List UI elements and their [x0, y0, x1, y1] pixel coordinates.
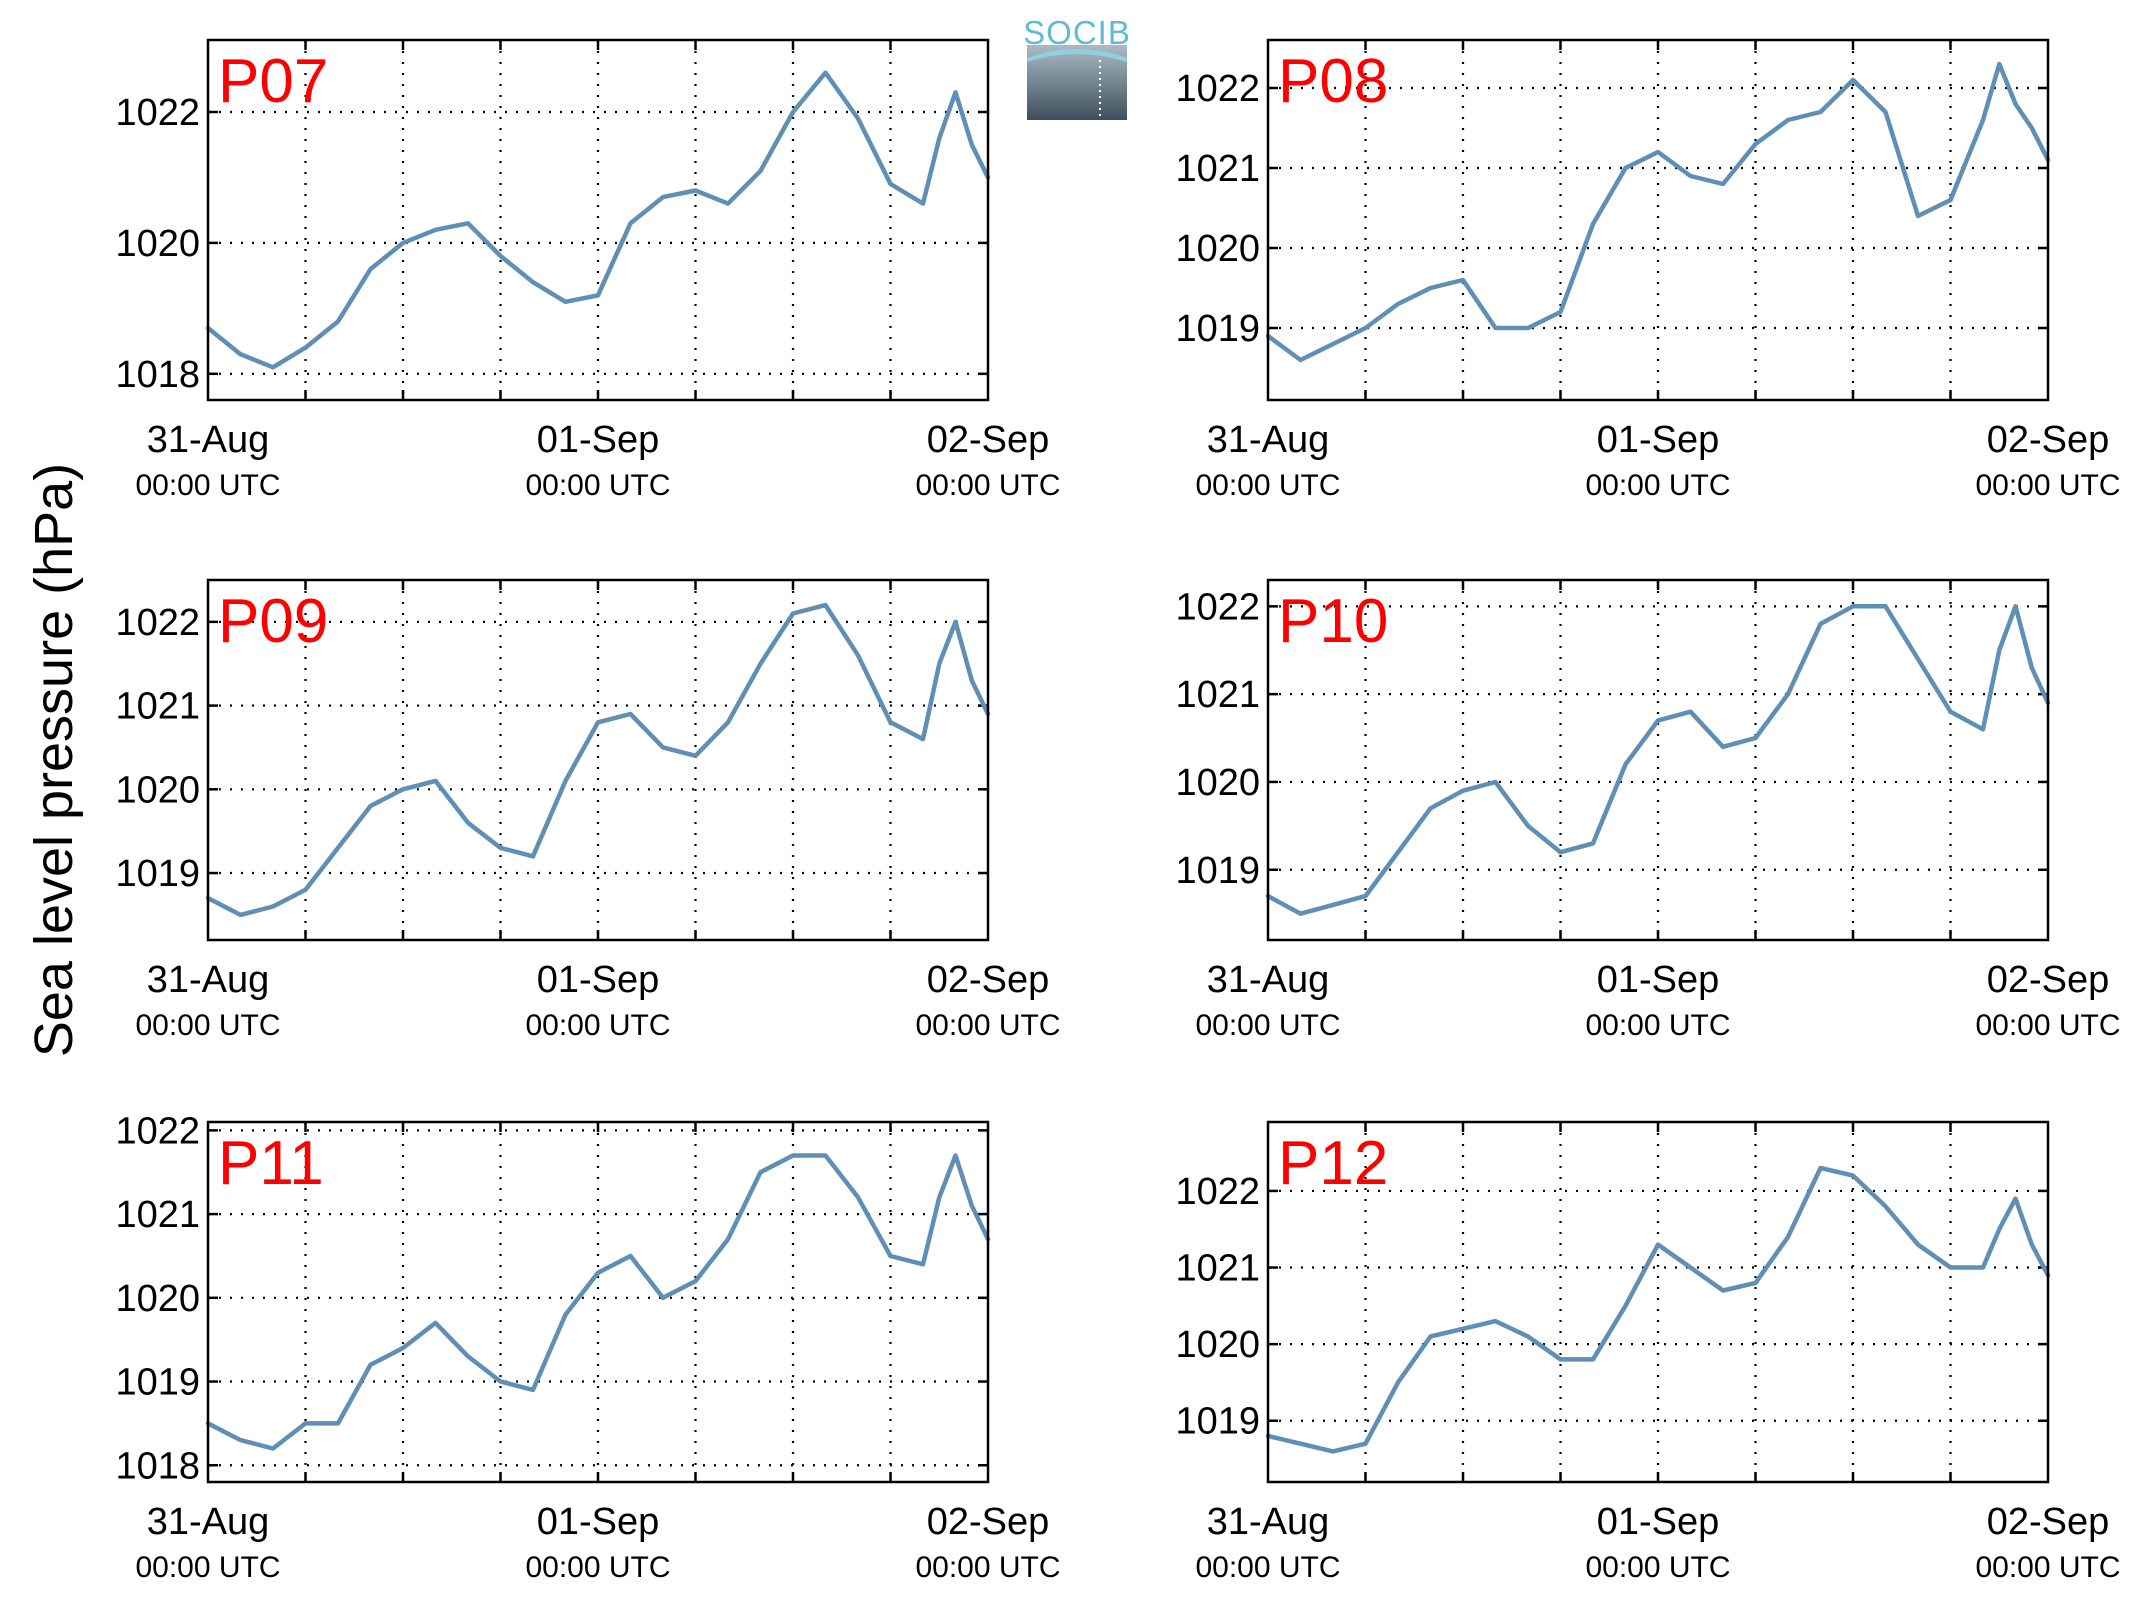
chart-panel-p11: 1018 1019 1020 1021 1022 31-Aug 00:00 UTC 01-Se… [115, 1110, 1060, 1584]
y-tick-label: 1018 [115, 1445, 200, 1487]
x-tick-date-label: 01-Sep [537, 419, 660, 461]
panel-label: P07 [218, 47, 328, 116]
x-tick-date-label: 02-Sep [1987, 1501, 2110, 1543]
y-tick-label: 1022 [115, 1110, 200, 1152]
logo-wordmark: SOCIB [1023, 14, 1131, 51]
x-tick-date-label: 02-Sep [927, 419, 1050, 461]
y-tick-label: 1019 [1175, 308, 1260, 350]
y-tick-label: 1019 [115, 1362, 200, 1404]
panel-label: P12 [1278, 1129, 1388, 1198]
y-tick-label: 1019 [115, 853, 200, 895]
chart-panel-p08: 1019 1020 1021 1022 31-Aug 00:00 UTC 01-Sep 00:… [1175, 38, 2121, 502]
y-tick-label: 1020 [1175, 1324, 1260, 1366]
chart-panel-p07: 1018 1020 1022 31-Aug 00:00 UTC 01-Sep 00:00 U… [115, 38, 1061, 502]
x-tick-time-label: 00:00 UTC [915, 1551, 1060, 1584]
plot-frame [206, 1120, 990, 1484]
plot-frame [1266, 1120, 2050, 1484]
series-line [1265, 1165, 2051, 1454]
x-tick-time-label: 00:00 UTC [525, 1551, 670, 1584]
y-tick-label: 1021 [1175, 1248, 1260, 1290]
x-tick-time-label: 00:00 UTC [1585, 469, 1730, 502]
y-tick-label: 1020 [1175, 762, 1260, 804]
chart-panel-p09: 1019 1020 1021 1022 31-Aug 00:00 UTC 01-Sep 00:… [115, 578, 1061, 1042]
x-tick-date-label: 02-Sep [927, 1501, 1050, 1543]
socib-logo: SOCIB [1023, 14, 1131, 120]
chart-panel-p12: 1019 1020 1021 1022 31-Aug 00:00 UTC 01-Sep 00:… [1175, 1120, 2121, 1584]
x-tick-time-label: 00:00 UTC [1195, 469, 1340, 502]
x-tick-date-label: 01-Sep [1597, 1501, 1720, 1543]
panel-label: P11 [218, 1129, 324, 1198]
series-line [205, 70, 991, 370]
series-line [205, 1153, 991, 1451]
panel-label: P10 [1278, 587, 1388, 656]
x-tick-date-label: 02-Sep [927, 959, 1050, 1001]
y-tick-label: 1018 [115, 354, 200, 396]
y-tick-label: 1021 [115, 1194, 200, 1236]
x-tick-date-label: 01-Sep [1597, 959, 1720, 1001]
y-tick-label: 1022 [1175, 68, 1260, 110]
y-tick-label: 1020 [1175, 228, 1260, 270]
y-tick-label: 1022 [115, 602, 200, 644]
y-tick-label: 1020 [115, 769, 200, 811]
x-tick-time-label: 00:00 UTC [525, 1009, 670, 1042]
x-tick-date-label: 31-Aug [1207, 959, 1330, 1001]
y-tick-label: 1021 [1175, 674, 1260, 716]
x-tick-time-label: 00:00 UTC [915, 1009, 1060, 1042]
x-tick-date-label: 31-Aug [147, 959, 270, 1001]
series-line [205, 602, 991, 918]
x-tick-date-label: 02-Sep [1987, 959, 2110, 1001]
x-tick-time-label: 00:00 UTC [1195, 1551, 1340, 1584]
x-tick-date-label: 02-Sep [1987, 419, 2110, 461]
plot-frame [1266, 38, 2050, 402]
chart-panel-p10: 1019 1020 1021 1022 31-Aug 00:00 UTC 01-Sep 00:… [1175, 578, 2121, 1042]
x-tick-time-label: 00:00 UTC [1975, 469, 2120, 502]
x-tick-time-label: 00:00 UTC [1195, 1009, 1340, 1042]
y-tick-label: 1020 [115, 1278, 200, 1320]
x-tick-time-label: 00:00 UTC [1585, 1009, 1730, 1042]
plot-frame [206, 38, 990, 402]
y-tick-label: 1021 [1175, 148, 1260, 190]
y-tick-label: 1019 [1175, 850, 1260, 892]
y-tick-label: 1019 [1175, 1401, 1260, 1443]
x-tick-date-label: 31-Aug [1207, 419, 1330, 461]
plot-frame [206, 578, 990, 942]
x-tick-date-label: 31-Aug [147, 1501, 270, 1543]
x-tick-time-label: 00:00 UTC [1975, 1551, 2120, 1584]
x-tick-date-label: 01-Sep [537, 1501, 660, 1543]
y-tick-label: 1022 [1175, 1171, 1260, 1213]
y-tick-label: 1021 [115, 686, 200, 728]
x-tick-time-label: 00:00 UTC [135, 1551, 280, 1584]
x-tick-time-label: 00:00 UTC [1975, 1009, 2120, 1042]
y-axis-label: Sea level pressure (hPa) [24, 463, 84, 1057]
series-line [1265, 61, 2051, 363]
x-tick-time-label: 00:00 UTC [525, 469, 670, 502]
x-tick-time-label: 00:00 UTC [915, 469, 1060, 502]
x-tick-date-label: 31-Aug [147, 419, 270, 461]
y-tick-label: 1022 [1175, 586, 1260, 628]
x-tick-time-label: 00:00 UTC [135, 469, 280, 502]
panel-label: P08 [1278, 47, 1388, 116]
series-line [1265, 604, 2051, 916]
plot-frame [1266, 578, 2050, 942]
y-tick-label: 1020 [115, 223, 200, 265]
y-tick-label: 1022 [115, 92, 200, 134]
x-tick-date-label: 01-Sep [1597, 419, 1720, 461]
panels: 1018 1020 1022 31-Aug 00:00 UTC 01-Sep 00:00 U… [115, 38, 2121, 1584]
x-tick-date-label: 01-Sep [537, 959, 660, 1001]
panel-label: P09 [218, 587, 328, 656]
x-tick-date-label: 31-Aug [1207, 1501, 1330, 1543]
x-tick-time-label: 00:00 UTC [1585, 1551, 1730, 1584]
logo-wave-icon [1027, 49, 1127, 62]
x-tick-time-label: 00:00 UTC [135, 1009, 280, 1042]
